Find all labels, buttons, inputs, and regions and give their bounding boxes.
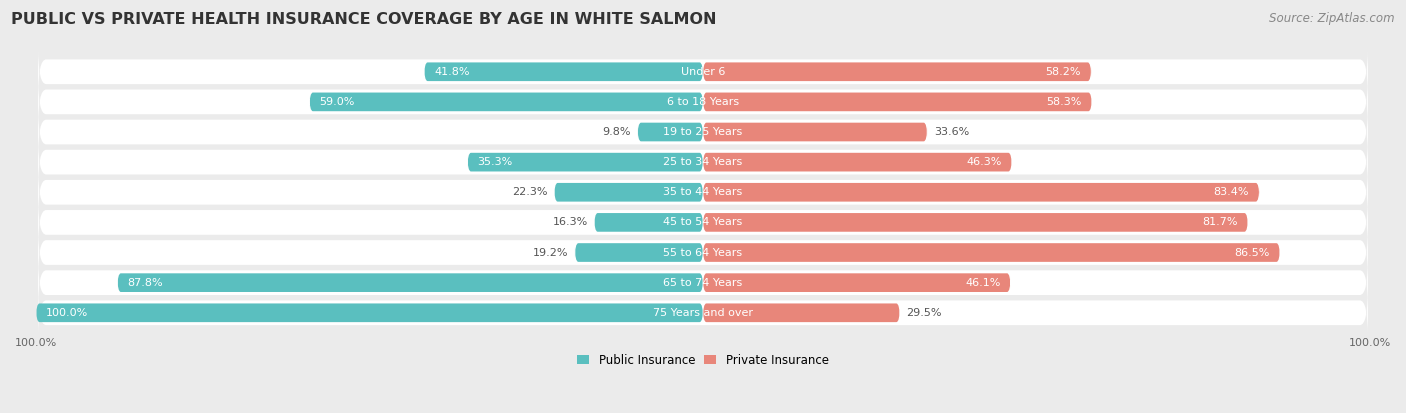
Text: 35.3%: 35.3% bbox=[478, 157, 513, 167]
FancyBboxPatch shape bbox=[554, 183, 703, 202]
Text: 87.8%: 87.8% bbox=[128, 278, 163, 288]
FancyBboxPatch shape bbox=[38, 108, 1368, 156]
Text: 86.5%: 86.5% bbox=[1234, 247, 1270, 258]
FancyBboxPatch shape bbox=[703, 123, 927, 141]
Text: 33.6%: 33.6% bbox=[934, 127, 969, 137]
Text: 59.0%: 59.0% bbox=[319, 97, 354, 107]
Text: 35 to 44 Years: 35 to 44 Years bbox=[664, 187, 742, 197]
FancyBboxPatch shape bbox=[703, 183, 1260, 202]
FancyBboxPatch shape bbox=[703, 93, 1092, 111]
Text: 55 to 64 Years: 55 to 64 Years bbox=[664, 247, 742, 258]
FancyBboxPatch shape bbox=[38, 289, 1368, 337]
Text: 83.4%: 83.4% bbox=[1213, 187, 1249, 197]
Text: 58.3%: 58.3% bbox=[1046, 97, 1081, 107]
Legend: Public Insurance, Private Insurance: Public Insurance, Private Insurance bbox=[572, 349, 834, 371]
FancyBboxPatch shape bbox=[38, 48, 1368, 95]
Text: 29.5%: 29.5% bbox=[907, 308, 942, 318]
Text: 75 Years and over: 75 Years and over bbox=[652, 308, 754, 318]
Text: 16.3%: 16.3% bbox=[553, 217, 588, 228]
FancyBboxPatch shape bbox=[703, 153, 1012, 171]
Text: 46.1%: 46.1% bbox=[965, 278, 1001, 288]
Text: 45 to 54 Years: 45 to 54 Years bbox=[664, 217, 742, 228]
Text: 58.2%: 58.2% bbox=[1046, 67, 1081, 77]
FancyBboxPatch shape bbox=[38, 259, 1368, 306]
Text: Under 6: Under 6 bbox=[681, 67, 725, 77]
Text: 6 to 18 Years: 6 to 18 Years bbox=[666, 97, 740, 107]
FancyBboxPatch shape bbox=[638, 123, 703, 141]
FancyBboxPatch shape bbox=[575, 243, 703, 262]
FancyBboxPatch shape bbox=[38, 138, 1368, 186]
Text: 100.0%: 100.0% bbox=[46, 308, 89, 318]
Text: 22.3%: 22.3% bbox=[512, 187, 547, 197]
Text: Source: ZipAtlas.com: Source: ZipAtlas.com bbox=[1270, 12, 1395, 25]
Text: 19 to 25 Years: 19 to 25 Years bbox=[664, 127, 742, 137]
FancyBboxPatch shape bbox=[38, 229, 1368, 276]
Text: 9.8%: 9.8% bbox=[603, 127, 631, 137]
FancyBboxPatch shape bbox=[703, 62, 1091, 81]
FancyBboxPatch shape bbox=[703, 304, 900, 322]
Text: 25 to 34 Years: 25 to 34 Years bbox=[664, 157, 742, 167]
FancyBboxPatch shape bbox=[468, 153, 703, 171]
FancyBboxPatch shape bbox=[703, 273, 1011, 292]
FancyBboxPatch shape bbox=[38, 169, 1368, 216]
FancyBboxPatch shape bbox=[309, 93, 703, 111]
FancyBboxPatch shape bbox=[703, 213, 1249, 232]
Text: 46.3%: 46.3% bbox=[966, 157, 1001, 167]
Text: 65 to 74 Years: 65 to 74 Years bbox=[664, 278, 742, 288]
Text: 81.7%: 81.7% bbox=[1202, 217, 1237, 228]
FancyBboxPatch shape bbox=[703, 243, 1279, 262]
FancyBboxPatch shape bbox=[37, 304, 703, 322]
FancyBboxPatch shape bbox=[425, 62, 703, 81]
FancyBboxPatch shape bbox=[118, 273, 703, 292]
FancyBboxPatch shape bbox=[38, 78, 1368, 126]
FancyBboxPatch shape bbox=[595, 213, 703, 232]
FancyBboxPatch shape bbox=[38, 199, 1368, 246]
Text: 41.8%: 41.8% bbox=[434, 67, 470, 77]
Text: PUBLIC VS PRIVATE HEALTH INSURANCE COVERAGE BY AGE IN WHITE SALMON: PUBLIC VS PRIVATE HEALTH INSURANCE COVER… bbox=[11, 12, 717, 27]
Text: 19.2%: 19.2% bbox=[533, 247, 568, 258]
